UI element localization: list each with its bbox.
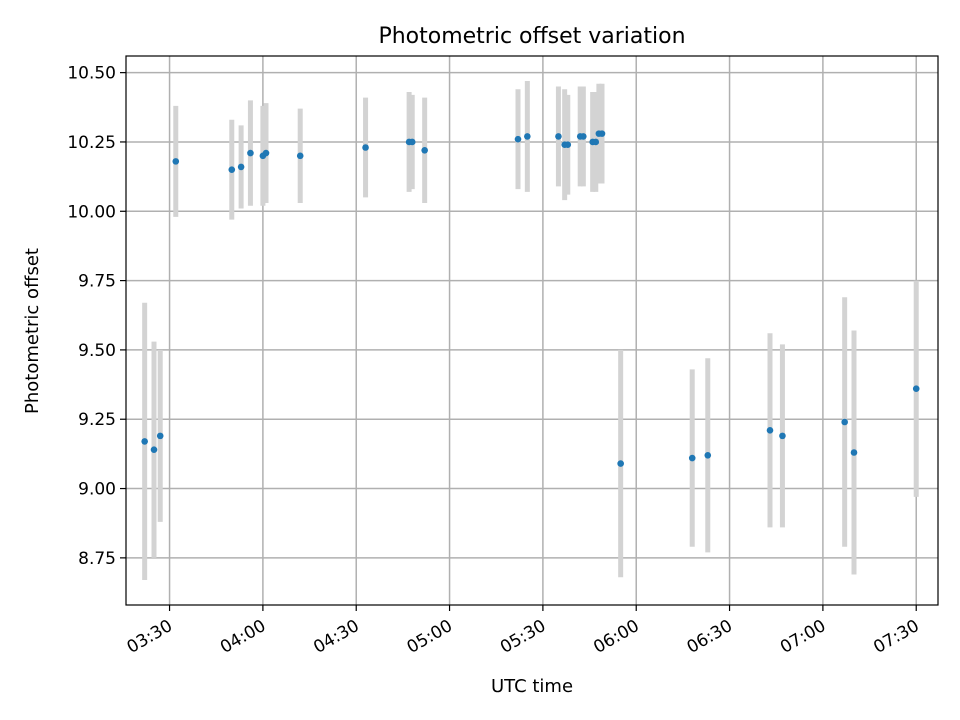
data-point xyxy=(688,454,696,462)
data-point xyxy=(156,432,164,440)
data-point xyxy=(704,451,712,459)
grid xyxy=(126,56,938,605)
plot-frame xyxy=(125,55,939,606)
y-tick-label: 8.75 xyxy=(78,549,116,569)
y-tick-label: 9.00 xyxy=(78,480,116,500)
data-point xyxy=(841,418,848,426)
y-tick-label: 10.25 xyxy=(67,133,116,153)
chart-title: Photometric offset variation xyxy=(378,24,685,49)
y-tick-label: 10.00 xyxy=(67,202,116,222)
x-axis-label: UTC time xyxy=(491,676,573,697)
data-point xyxy=(564,141,572,149)
y-tick-label: 9.75 xyxy=(78,272,116,292)
data-point xyxy=(228,166,236,173)
data-point xyxy=(850,449,858,456)
data-point xyxy=(262,149,270,157)
data-point xyxy=(912,385,920,393)
y-tick-label: 9.25 xyxy=(78,410,116,430)
data-point xyxy=(408,138,416,146)
data-point xyxy=(580,133,587,140)
data-point xyxy=(766,427,774,434)
data-point xyxy=(524,133,531,140)
data-point xyxy=(617,460,624,467)
data-point xyxy=(421,146,428,154)
data-point xyxy=(592,138,600,146)
data-point xyxy=(247,149,254,157)
data-point xyxy=(514,135,522,143)
data-point xyxy=(598,130,606,137)
data-point xyxy=(150,446,158,454)
data-point xyxy=(141,438,148,445)
data-point xyxy=(362,144,369,151)
data-points xyxy=(141,130,920,467)
y-axis-label: Photometric offset xyxy=(22,248,43,414)
data-point xyxy=(172,158,180,165)
data-point xyxy=(237,163,245,171)
y-tick-label: 9.50 xyxy=(78,341,116,361)
y-tick-label: 10.50 xyxy=(67,64,116,84)
data-point xyxy=(779,432,786,440)
data-point xyxy=(555,133,562,140)
data-point xyxy=(296,152,304,160)
y-axis-ticks: 8.75 9.00 9.25 9.50 9.75 10.00 10.25 10.50 xyxy=(67,64,126,569)
